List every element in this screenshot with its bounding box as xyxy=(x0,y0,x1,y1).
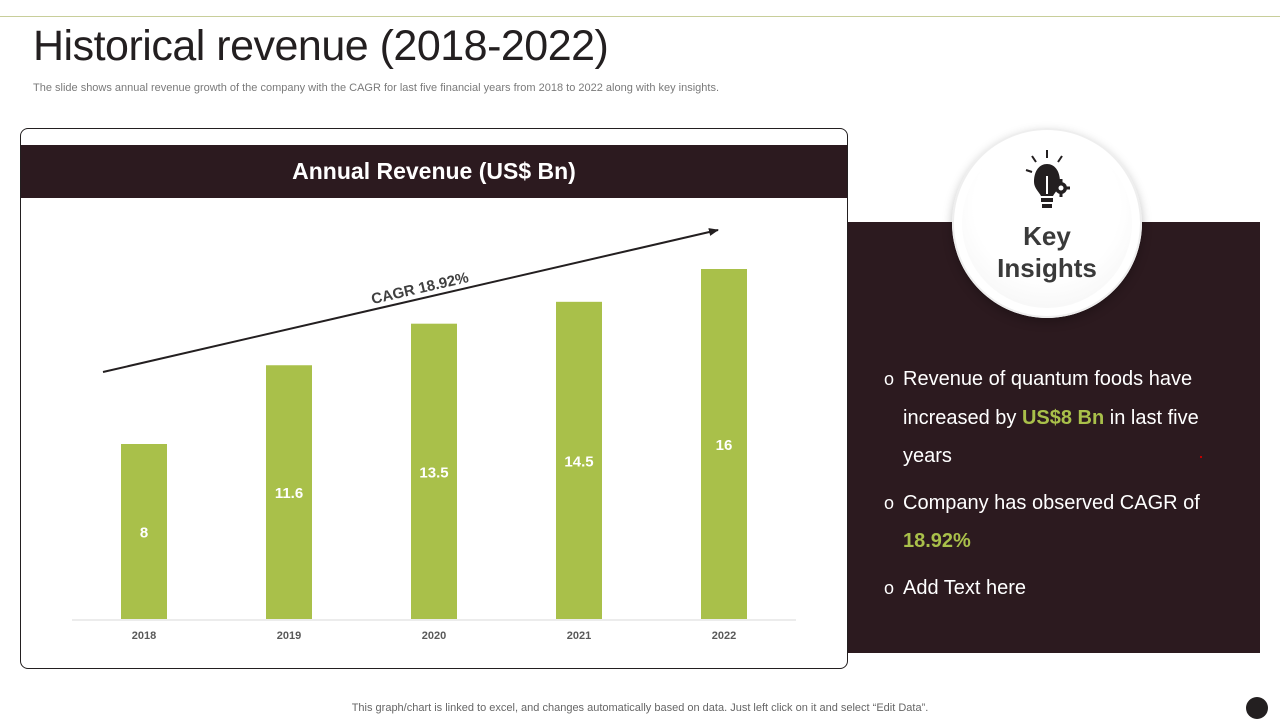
x-tick-2018: 2018 xyxy=(132,630,156,642)
insight-bullet-1: o Revenue of quantum foods have increase… xyxy=(884,360,1234,476)
bar-2019[interactable] xyxy=(266,365,312,619)
data-label-2020: 13.5 xyxy=(419,464,448,481)
bar-2022[interactable] xyxy=(701,269,747,619)
insight-2-highlight: 18.92% xyxy=(903,530,971,552)
insight-1-highlight: US$8 Bn xyxy=(1021,406,1105,429)
bar-chart[interactable]: 8 2018 11.6 2019 13.5 2020 14.5 2021 16 2022 CAGR… xyxy=(21,129,847,668)
top-rule xyxy=(0,16,1280,17)
cagr-annotation: CAGR 18.92% xyxy=(370,269,470,308)
insight-bullet-3[interactable]: o Add Text here xyxy=(884,569,1234,608)
bar-2021[interactable] xyxy=(556,301,602,619)
bullet-marker: o xyxy=(884,492,895,513)
insight-3-text[interactable]: Add Text here xyxy=(903,576,1027,599)
decorative-dot xyxy=(1200,456,1202,458)
x-tick-2020: 2020 xyxy=(422,630,446,642)
x-tick-2022: 2022 xyxy=(712,630,736,642)
x-tick-2019: 2019 xyxy=(277,630,301,642)
insight-2-text: Company has observed CAGR of xyxy=(903,491,1200,514)
bar-2020[interactable] xyxy=(411,323,457,619)
key-insights-badge: Key Insights xyxy=(952,128,1142,318)
bullet-marker: o xyxy=(884,369,895,389)
data-label-2019: 11.6 xyxy=(275,485,303,502)
data-label-2018: 8 xyxy=(140,525,148,542)
key-insights-title: Key Insights xyxy=(952,220,1142,284)
data-label-2021: 14.5 xyxy=(564,453,593,470)
key-insights-title-line1: Key xyxy=(1023,221,1071,251)
key-insights-title-line2: Insights xyxy=(997,253,1097,283)
bar-2018[interactable] xyxy=(121,444,167,619)
chart-card[interactable]: Annual Revenue (US$ Bn) 8 2018 11.6 2019 13.… xyxy=(20,128,848,669)
page-title: Historical revenue (2018-2022) xyxy=(33,22,609,70)
insight-1-text-a: Revenue of quantum foods have increased … xyxy=(903,368,1193,429)
data-label-2022: 16 xyxy=(716,437,733,454)
lightbulb-gear-icon xyxy=(1025,150,1070,208)
corner-dot xyxy=(1246,697,1268,719)
bullet-marker: o xyxy=(884,577,895,598)
footer-note: This graph/chart is linked to excel, and… xyxy=(351,702,929,714)
insight-bullet-2: o Company has observed CAGR of 18.92% xyxy=(884,484,1234,561)
insights-list: o Revenue of quantum foods have increase… xyxy=(884,360,1234,615)
insight-1-text-b: in last five years xyxy=(903,406,1199,468)
page-subtitle: The slide shows annual revenue growth of… xyxy=(33,82,720,94)
chart-title: Annual Revenue (US$ Bn) xyxy=(21,145,847,198)
cagr-arrow xyxy=(102,228,719,373)
x-tick-2021: 2021 xyxy=(567,630,591,642)
